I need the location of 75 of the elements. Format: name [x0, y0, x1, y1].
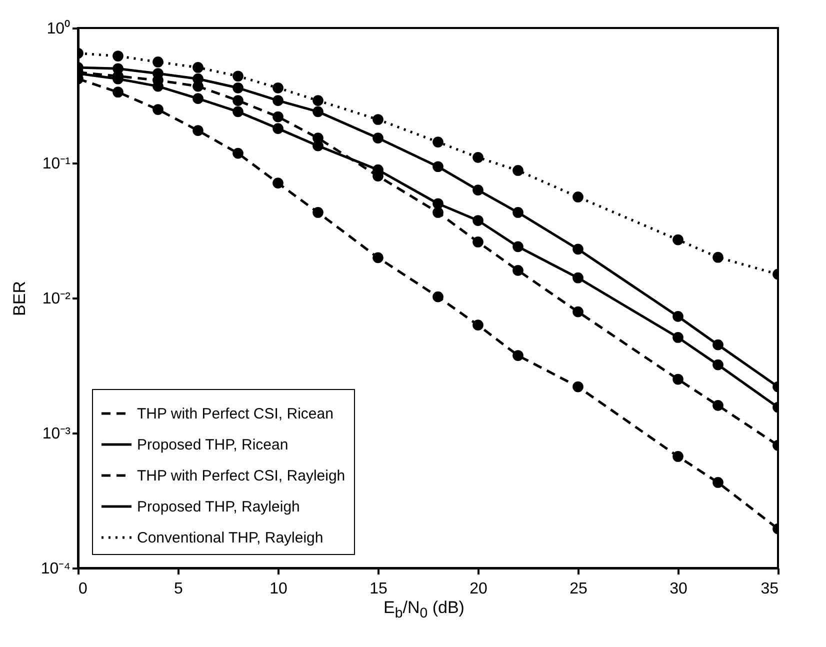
point — [672, 374, 684, 385]
x-tick-label: 10 — [270, 580, 288, 598]
point — [432, 136, 444, 148]
point — [272, 95, 284, 106]
x-tick-label: 20 — [470, 580, 488, 598]
point — [192, 62, 204, 73]
point — [312, 95, 324, 106]
point — [472, 152, 484, 163]
point — [472, 320, 484, 331]
x-tick-label: 15 — [370, 580, 388, 598]
point — [372, 132, 384, 144]
y-tick-label: 10⁻³ — [42, 426, 72, 442]
point — [512, 265, 524, 276]
point — [712, 477, 724, 488]
point — [572, 381, 584, 392]
point — [112, 86, 124, 98]
legend-label: THP with Perfect CSI, Ricean — [137, 406, 334, 422]
point — [512, 241, 524, 252]
legend-label: Proposed THP, Rayleigh — [137, 498, 300, 516]
point — [712, 252, 724, 263]
x-tick-label: 5 — [174, 580, 184, 598]
point — [372, 114, 384, 125]
point — [712, 400, 724, 411]
point — [672, 234, 684, 246]
x-axis-title: E$_{b}$/N$_{0}$ (dB) — [382, 598, 466, 622]
point — [272, 178, 284, 189]
point — [272, 123, 284, 134]
point — [232, 82, 244, 94]
point — [512, 165, 524, 176]
point — [232, 106, 244, 118]
y-tick-label: 10⁰ — [46, 20, 70, 38]
point — [432, 207, 444, 218]
point — [712, 339, 724, 350]
point — [432, 198, 444, 210]
y-tick-label: 10⁻² — [42, 290, 72, 308]
point — [572, 192, 584, 202]
point — [512, 350, 524, 361]
point — [192, 125, 204, 136]
y-tick-label: 10⁻¹ — [42, 156, 70, 172]
point — [672, 451, 684, 462]
y-tick-label: 10⁻⁴ — [40, 560, 71, 578]
point — [152, 104, 164, 115]
legend-label: THP with Perfect CSI, Rayleigh — [137, 468, 346, 484]
point — [472, 215, 484, 226]
point — [152, 56, 164, 68]
legend-label: Proposed THP, Ricean — [137, 436, 288, 454]
point — [232, 95, 244, 106]
point — [672, 311, 684, 322]
point — [272, 82, 284, 94]
point — [712, 359, 724, 370]
x-tick-label: 25 — [570, 580, 588, 598]
point — [232, 70, 244, 82]
point — [192, 93, 204, 104]
x-tick-label: 30 — [670, 580, 688, 598]
point — [572, 244, 584, 255]
x-tick-label: 35 — [760, 580, 779, 598]
point — [472, 184, 484, 196]
point — [272, 111, 284, 122]
point — [372, 252, 384, 264]
point — [432, 161, 444, 172]
point — [572, 306, 584, 318]
point — [572, 272, 584, 284]
point — [472, 236, 484, 248]
legend-label: Conventional THP, Rayleigh — [137, 530, 324, 546]
point — [232, 148, 244, 159]
point — [312, 106, 324, 118]
point — [312, 132, 324, 144]
y-axis-title: BER — [10, 281, 29, 316]
point — [432, 291, 444, 302]
point — [312, 207, 324, 218]
point — [672, 332, 684, 343]
x-tick-label: 0 — [78, 580, 88, 598]
point — [192, 73, 204, 84]
point — [112, 50, 124, 62]
point — [512, 207, 524, 218]
